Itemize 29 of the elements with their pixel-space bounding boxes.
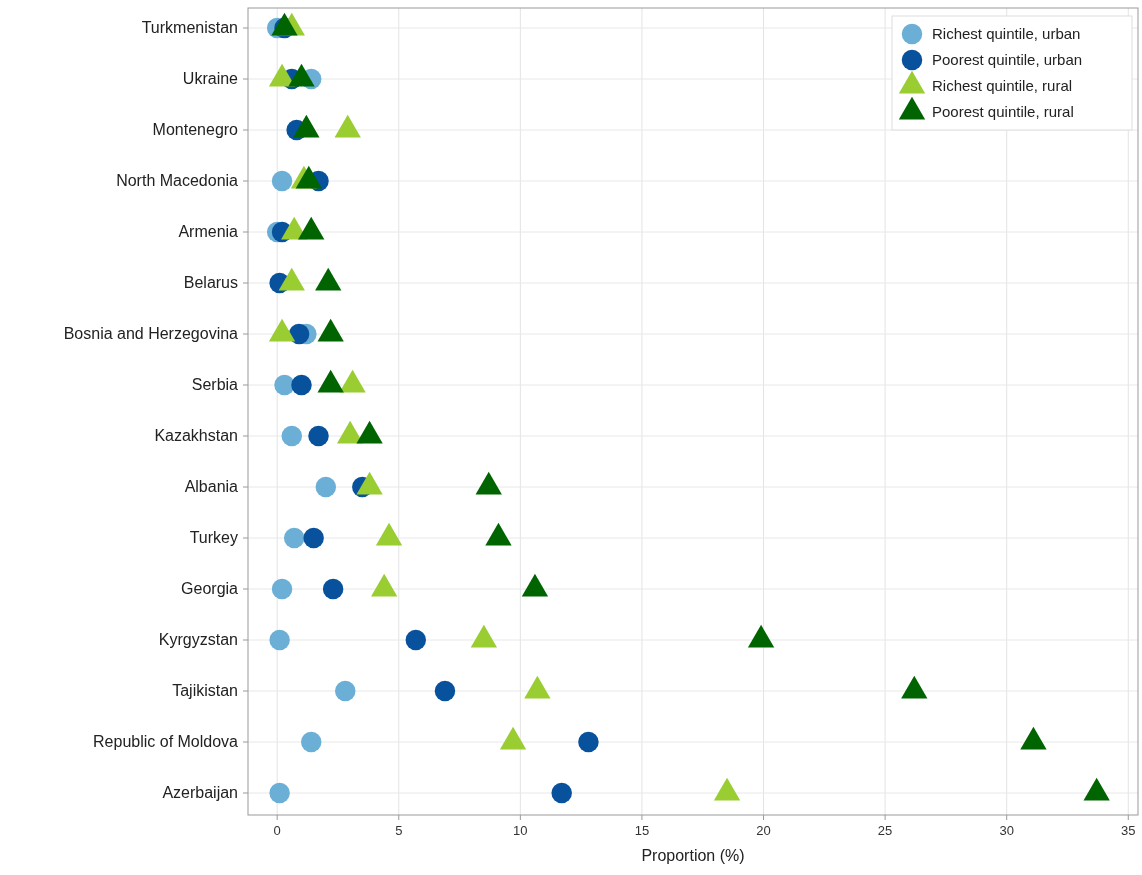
x-tick-label: 20	[756, 823, 771, 838]
y-tick-label: Bosnia and Herzegovina	[63, 325, 239, 342]
legend-label: Poorest quintile, urban	[932, 51, 1083, 68]
y-tick-label: Azerbaijan	[162, 784, 238, 801]
x-tick-label: 15	[634, 823, 650, 838]
y-tick-label: Kazakhstan	[154, 427, 238, 444]
y-tick-label: Montenegro	[152, 121, 239, 138]
y-tick-label: North Macedonia	[116, 172, 239, 189]
y-tick-label: Republic of Moldova	[93, 733, 239, 750]
x-tick-label: 10	[513, 823, 528, 838]
y-tick-label: Kyrgyzstan	[158, 631, 238, 648]
y-tick-label: Tajikistan	[172, 682, 238, 699]
y-tick-label: Armenia	[178, 223, 239, 240]
y-tick-label: Serbia	[191, 376, 239, 393]
y-tick-label: Turkmenistan	[141, 19, 238, 36]
x-axis-title: Proportion (%)	[641, 847, 745, 864]
legend-label: Poorest quintile, rural	[932, 103, 1074, 120]
y-tick-label: Turkey	[189, 529, 238, 546]
x-tick-label: 30	[999, 823, 1014, 838]
legend-label: Richest quintile, urban	[932, 25, 1081, 42]
x-tick-label: 5	[395, 823, 403, 838]
legend-label: Richest quintile, rural	[932, 77, 1073, 94]
x-tick-label: 35	[1121, 823, 1136, 838]
y-tick-label: Albania	[184, 478, 239, 495]
y-tick-label: Belarus	[183, 274, 238, 291]
y-tick-label: Georgia	[181, 580, 239, 597]
x-tick-label: 25	[877, 823, 893, 838]
x-tick-label: 0	[273, 823, 281, 838]
y-tick-label: Ukraine	[182, 70, 239, 87]
